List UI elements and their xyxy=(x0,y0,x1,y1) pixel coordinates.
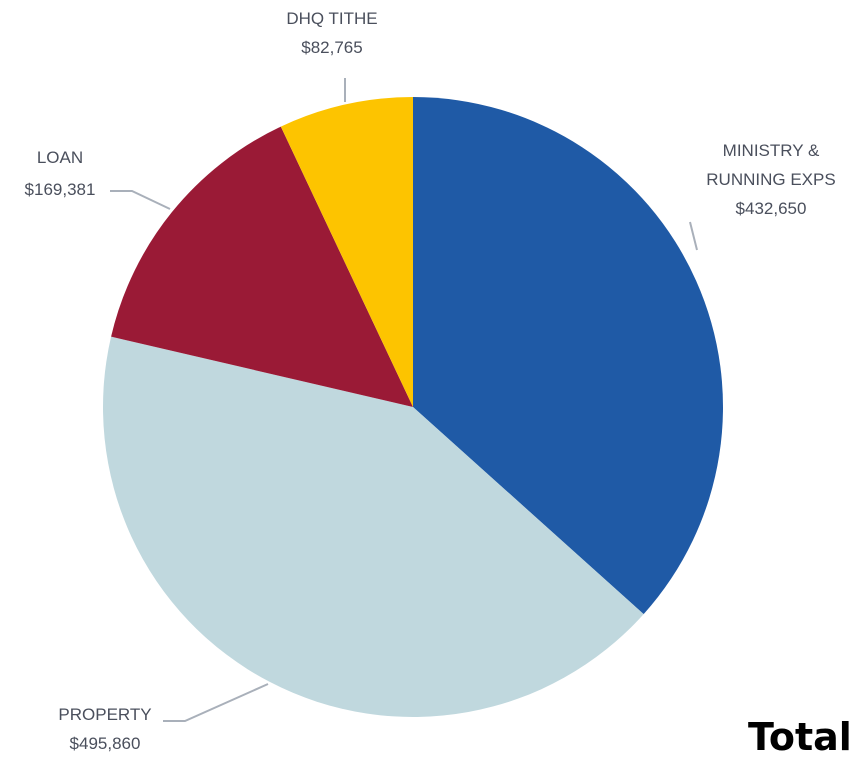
slice-property xyxy=(102,336,644,718)
slice-dhq-tithe xyxy=(280,97,413,407)
label-loan-value: $169,381 xyxy=(25,180,96,199)
label-property: PROPERTY xyxy=(58,705,151,724)
pie-slices xyxy=(102,97,723,718)
label-loan: LOAN xyxy=(37,148,83,167)
label-ministry-line2: RUNNING EXPS xyxy=(706,170,835,189)
total-label: Total xyxy=(748,715,852,757)
label-dhq-tithe: DHQ TITHE xyxy=(286,9,377,28)
slice-ministry-running-exps xyxy=(413,97,723,615)
label-property-value: $495,860 xyxy=(70,734,141,753)
leader-lines xyxy=(110,78,698,722)
slice-loan xyxy=(111,126,413,408)
label-ministry-line1: MINISTRY & xyxy=(723,141,820,160)
leader-line-ministry xyxy=(689,221,698,251)
label-dhq-tithe-value: $82,765 xyxy=(301,38,362,57)
leader-line-property xyxy=(163,683,269,722)
leader-line-loan xyxy=(110,190,171,210)
label-ministry-value: $432,650 xyxy=(736,199,807,218)
